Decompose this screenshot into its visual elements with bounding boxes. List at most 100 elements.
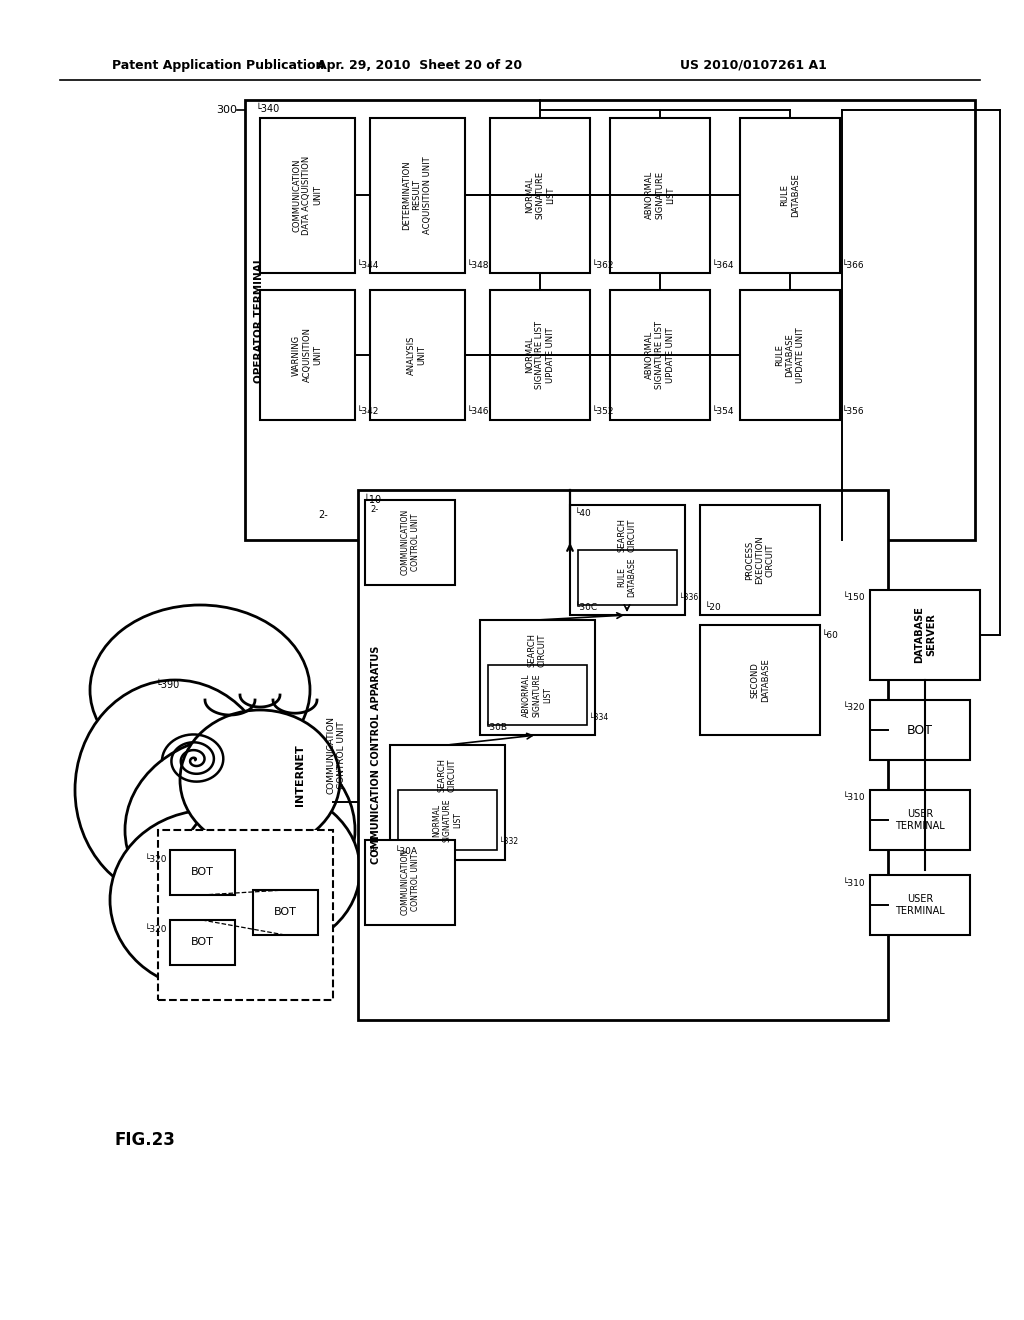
- Text: ABNORMAL
SIGNATURE
LIST: ABNORMAL SIGNATURE LIST: [645, 170, 675, 219]
- Text: COMMUNICATION CONTROL APPARATUS: COMMUNICATION CONTROL APPARATUS: [371, 645, 381, 865]
- Text: 4-: 4-: [370, 846, 378, 854]
- Bar: [365, 500, 455, 585]
- Bar: [488, 665, 587, 725]
- Text: └320: └320: [843, 704, 865, 713]
- Text: SEARCH
CIRCUIT: SEARCH CIRCUIT: [437, 758, 457, 792]
- Text: Apr. 29, 2010  Sheet 20 of 20: Apr. 29, 2010 Sheet 20 of 20: [317, 58, 522, 71]
- Bar: [700, 506, 820, 615]
- Text: US 2010/0107261 A1: US 2010/0107261 A1: [680, 58, 826, 71]
- Bar: [610, 117, 710, 273]
- Bar: [570, 506, 685, 615]
- Text: └30B: └30B: [485, 722, 508, 731]
- Text: WARNING
ACQUISITION
UNIT: WARNING ACQUISITION UNIT: [292, 327, 322, 383]
- Text: └150: └150: [843, 594, 865, 602]
- Ellipse shape: [125, 735, 355, 925]
- Text: └340: └340: [255, 104, 280, 114]
- Text: └40: └40: [575, 508, 592, 517]
- Bar: [870, 875, 970, 935]
- Text: OPERATOR TERMINAL: OPERATOR TERMINAL: [254, 257, 264, 383]
- Text: └390: └390: [155, 680, 179, 690]
- Text: BOT: BOT: [907, 723, 933, 737]
- Text: └342: └342: [357, 408, 379, 417]
- Text: └10: └10: [362, 495, 381, 506]
- Text: └322: └322: [163, 833, 185, 842]
- Bar: [260, 290, 355, 420]
- Text: RULE
DATABASE: RULE DATABASE: [780, 173, 800, 216]
- Text: COMMUNICATION
CONTROL UNIT: COMMUNICATION CONTROL UNIT: [400, 510, 420, 576]
- Text: └320: └320: [144, 925, 167, 935]
- Text: └356: └356: [842, 408, 864, 417]
- Text: └354: └354: [712, 408, 734, 417]
- Text: └30A: └30A: [395, 847, 418, 857]
- Text: └320: └320: [144, 855, 167, 865]
- Ellipse shape: [110, 810, 310, 990]
- Ellipse shape: [180, 789, 360, 950]
- Text: └60: └60: [822, 631, 839, 639]
- Text: └20: └20: [705, 602, 722, 611]
- Text: 2-: 2-: [318, 510, 328, 520]
- Ellipse shape: [180, 710, 340, 850]
- Text: INTERNET: INTERNET: [295, 744, 305, 807]
- Text: Patent Application Publication: Patent Application Publication: [112, 58, 325, 71]
- Text: 2-: 2-: [370, 506, 378, 515]
- Text: 300: 300: [216, 106, 237, 115]
- Text: COMMUNICATION
CONTROL UNIT: COMMUNICATION CONTROL UNIT: [327, 715, 346, 795]
- Text: NORMAL
SIGNATURE
LIST: NORMAL SIGNATURE LIST: [432, 799, 462, 842]
- Bar: [390, 744, 505, 861]
- Text: COMMUNICATION
CONTROL UNIT: COMMUNICATION CONTROL UNIT: [400, 849, 420, 915]
- Bar: [358, 490, 888, 1020]
- Bar: [245, 100, 975, 540]
- Bar: [578, 550, 677, 605]
- Bar: [490, 117, 590, 273]
- Bar: [158, 830, 333, 1001]
- Ellipse shape: [75, 680, 275, 900]
- Text: └310: └310: [843, 793, 865, 803]
- Text: ABNORMAL
SIGNATURE LIST
UPDATE UNIT: ABNORMAL SIGNATURE LIST UPDATE UNIT: [645, 321, 675, 389]
- Text: FIG.23: FIG.23: [115, 1131, 176, 1148]
- Text: COMMUNICATION
DATA ACQUISITION
UNIT: COMMUNICATION DATA ACQUISITION UNIT: [292, 156, 322, 235]
- Text: SEARCH
CIRCUIT: SEARCH CIRCUIT: [617, 517, 637, 552]
- Text: SECOND
DATABASE: SECOND DATABASE: [751, 659, 770, 702]
- Text: └30C: └30C: [575, 602, 598, 611]
- Text: ANALYSIS
UNIT: ANALYSIS UNIT: [408, 335, 427, 375]
- Bar: [170, 850, 234, 895]
- Bar: [370, 117, 465, 273]
- Text: RULE
DATABASE
UPDATE UNIT: RULE DATABASE UPDATE UNIT: [775, 327, 805, 383]
- Bar: [260, 117, 355, 273]
- Bar: [740, 117, 840, 273]
- Bar: [870, 700, 970, 760]
- Text: PROCESS
EXECUTION
CIRCUIT: PROCESS EXECUTION CIRCUIT: [745, 536, 775, 585]
- Text: RULE
DATABASE: RULE DATABASE: [617, 557, 637, 597]
- Bar: [870, 789, 970, 850]
- Text: DATABASE
SERVER: DATABASE SERVER: [914, 607, 936, 664]
- Text: └364: └364: [712, 260, 734, 269]
- Text: └332: └332: [499, 837, 518, 846]
- Bar: [610, 290, 710, 420]
- Text: DETERMINATION
RESULT
ACQUISITION UNIT: DETERMINATION RESULT ACQUISITION UNIT: [402, 156, 432, 234]
- Text: └334: └334: [589, 713, 608, 722]
- Bar: [700, 624, 820, 735]
- Text: USER
TERMINAL: USER TERMINAL: [895, 894, 945, 916]
- Bar: [740, 290, 840, 420]
- Text: └352: └352: [592, 408, 614, 417]
- Text: BOT: BOT: [273, 907, 296, 917]
- Bar: [490, 290, 590, 420]
- Text: └344: └344: [357, 260, 379, 269]
- Text: NORMAL
SIGNATURE
LIST: NORMAL SIGNATURE LIST: [525, 172, 555, 219]
- Text: └336: └336: [679, 593, 698, 602]
- Text: BOT: BOT: [190, 937, 213, 946]
- Bar: [253, 890, 318, 935]
- Bar: [365, 840, 455, 925]
- Bar: [170, 920, 234, 965]
- Bar: [398, 789, 497, 850]
- Text: └348: └348: [467, 260, 489, 269]
- Text: USER
TERMINAL: USER TERMINAL: [895, 809, 945, 830]
- Bar: [370, 290, 465, 420]
- Text: SEARCH
CIRCUIT: SEARCH CIRCUIT: [527, 634, 547, 667]
- Ellipse shape: [90, 605, 310, 775]
- Text: ABNORMAL
SIGNATURE
LIST: ABNORMAL SIGNATURE LIST: [522, 673, 552, 717]
- Bar: [870, 590, 980, 680]
- Text: └366: └366: [842, 260, 864, 269]
- Text: NORMAL
SIGNATURE LIST
UPDATE UNIT: NORMAL SIGNATURE LIST UPDATE UNIT: [525, 321, 555, 389]
- Text: └362: └362: [592, 260, 614, 269]
